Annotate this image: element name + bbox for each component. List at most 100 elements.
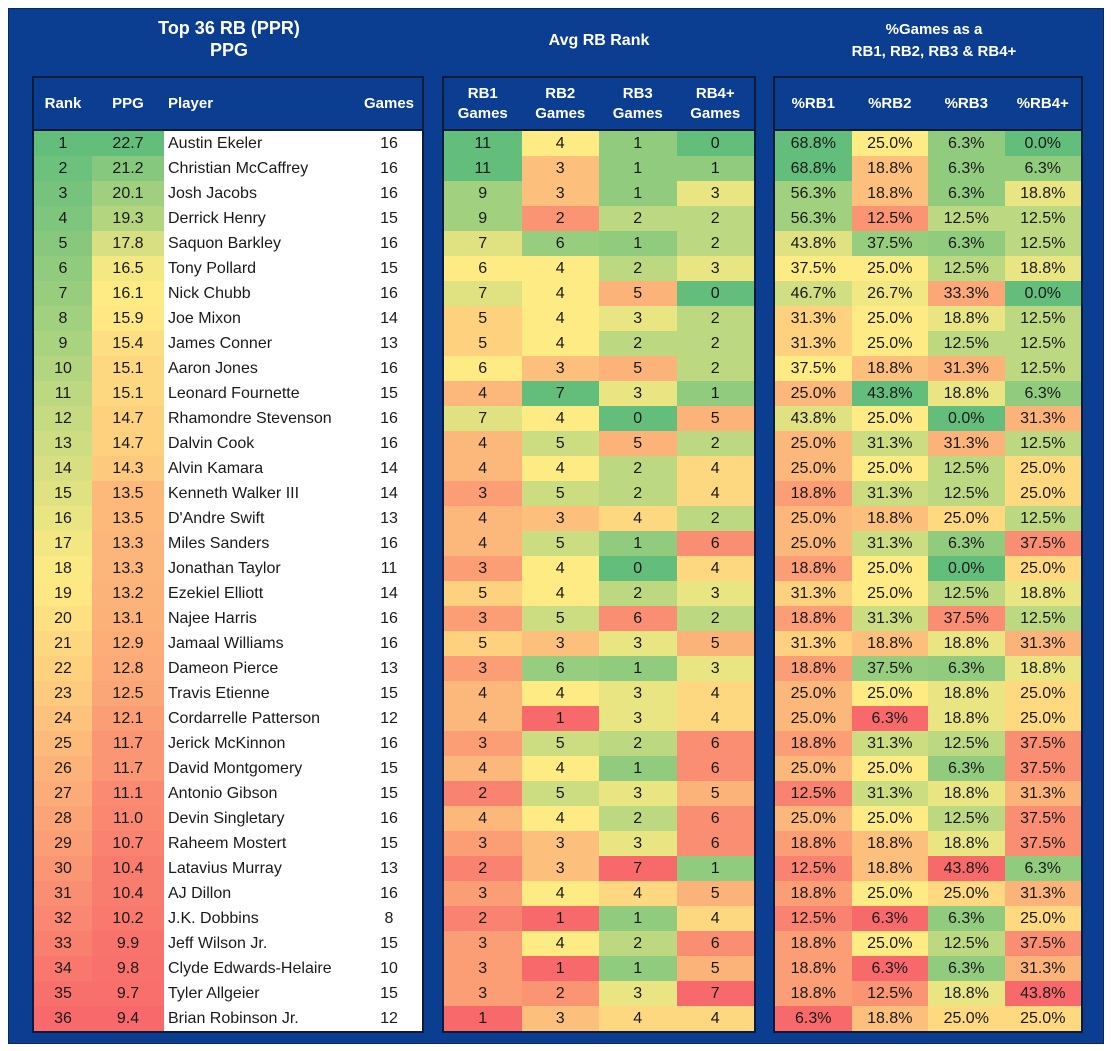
rb3-games-cell: 2 (599, 806, 677, 831)
rb3-games-cell: 2 (599, 456, 677, 481)
player-cell: Ezekiel Elliott (164, 581, 356, 606)
table-row: 43.8% 25.0% 0.0% 31.3% (775, 406, 1081, 431)
rank-cell: 34 (34, 956, 92, 981)
ppg-cell: 15.4 (92, 331, 164, 356)
rb1-games-cell: 7 (444, 281, 522, 306)
col-rb1-games: RB1 Games (444, 78, 522, 131)
player-cell: Clyde Edwards-Helaire (164, 956, 356, 981)
player-cell: Jonathan Taylor (164, 556, 356, 581)
rb3-games-cell: 2 (599, 581, 677, 606)
table-row: 31.3% 25.0% 12.5% 18.8% (775, 581, 1081, 606)
pct-rb3-cell: 18.8% (928, 831, 1005, 856)
rb4-games-cell: 2 (676, 306, 754, 331)
pct-rb1-cell: 68.8% (775, 130, 852, 156)
pct-rb3-cell: 6.3% (928, 906, 1005, 931)
table-row: 43.8% 37.5% 6.3% 12.5% (775, 231, 1081, 256)
table-row: 25.0% 25.0% 6.3% 37.5% (775, 756, 1081, 781)
rank-cell: 18 (34, 556, 92, 581)
table-row: 20 13.1 Najee Harris 16 (34, 606, 422, 631)
pct-rb3-cell: 25.0% (928, 881, 1005, 906)
games-cell: 16 (356, 606, 422, 631)
ppg-cell: 14.3 (92, 456, 164, 481)
rb1-games-cell: 4 (444, 431, 522, 456)
ppg-cell: 16.5 (92, 256, 164, 281)
pct-rb3-cell: 6.3% (928, 181, 1005, 206)
col-rank: Rank (34, 78, 92, 131)
rb3-games-cell: 3 (599, 306, 677, 331)
col-rb2-games: RB2 Games (521, 78, 599, 131)
pct-rb2-cell: 18.8% (851, 156, 928, 181)
rb1-games-cell: 4 (444, 806, 522, 831)
rb1-games-cell: 3 (444, 931, 522, 956)
pct-rb4-cell: 31.3% (1004, 956, 1081, 981)
table-row: 18.8% 31.3% 37.5% 12.5% (775, 606, 1081, 631)
games-cell: 12 (356, 706, 422, 731)
rb4-games-cell: 6 (676, 731, 754, 756)
table-row: 37.5% 25.0% 12.5% 18.8% (775, 256, 1081, 281)
games-cell: 16 (356, 531, 422, 556)
table-row: 18.8% 25.0% 25.0% 31.3% (775, 881, 1081, 906)
table-row: 23 12.5 Travis Etienne 15 (34, 681, 422, 706)
rb2-games-cell: 4 (521, 756, 599, 781)
player-cell: David Montgomery (164, 756, 356, 781)
games-cell: 14 (356, 306, 422, 331)
games-cell: 15 (356, 756, 422, 781)
rb4-games-cell: 6 (676, 756, 754, 781)
player-cell: Jeff Wilson Jr. (164, 931, 356, 956)
rb2-games-cell: 3 (521, 156, 599, 181)
ppg-cell: 9.9 (92, 931, 164, 956)
pct-rb2-cell: 18.8% (851, 506, 928, 531)
games-cell: 15 (356, 781, 422, 806)
pct-rb3-cell: 31.3% (928, 431, 1005, 456)
pct-rb4-cell: 12.5% (1004, 606, 1081, 631)
pct-rb3-cell: 6.3% (928, 156, 1005, 181)
games-cell: 12 (356, 1006, 422, 1031)
rb1-games-cell: 2 (444, 856, 522, 881)
ppg-cell: 22.7 (92, 130, 164, 156)
player-cell: Joe Mixon (164, 306, 356, 331)
pct-rb2-cell: 25.0% (851, 406, 928, 431)
rb2-games-cell: 4 (521, 581, 599, 606)
rank-cell: 36 (34, 1006, 92, 1031)
table-row: 18.8% 25.0% 12.5% 37.5% (775, 931, 1081, 956)
games-cell: 16 (356, 406, 422, 431)
rank-cell: 32 (34, 906, 92, 931)
rank-cell: 4 (34, 206, 92, 231)
rank-cell: 2 (34, 156, 92, 181)
pct-rb2-cell: 37.5% (851, 231, 928, 256)
rank-cell: 23 (34, 681, 92, 706)
ppg-cell: 9.4 (92, 1006, 164, 1031)
pct-rb4-cell: 37.5% (1004, 756, 1081, 781)
ppg-cell: 12.9 (92, 631, 164, 656)
rb2-games-cell: 3 (521, 356, 599, 381)
pct-rb1-cell: 25.0% (775, 431, 852, 456)
rb3-games-cell: 0 (599, 556, 677, 581)
rb1-games-cell: 7 (444, 231, 522, 256)
col-rb4-sub: Games (690, 104, 741, 122)
rb1-games-cell: 3 (444, 956, 522, 981)
pct-rb2-cell: 6.3% (851, 956, 928, 981)
rb1-games-cell: 4 (444, 456, 522, 481)
table-row: 25.0% 25.0% 12.5% 37.5% (775, 806, 1081, 831)
pct-panel: %RB1 %RB2 %RB3 %RB4+ 68.8% 25.0% 6.3% 0.0% 6… (773, 76, 1083, 1033)
table-row: 4 19.3 Derrick Henry 15 (34, 206, 422, 231)
ppg-cell: 10.4 (92, 856, 164, 881)
rb2-games-cell: 4 (521, 881, 599, 906)
table-row: 18 13.3 Jonathan Taylor 11 (34, 556, 422, 581)
player-cell: Najee Harris (164, 606, 356, 631)
pct-rb4-cell: 31.3% (1004, 406, 1081, 431)
pct-rb3-cell: 6.3% (928, 231, 1005, 256)
rb3-games-cell: 1 (599, 231, 677, 256)
rb4-games-cell: 2 (676, 356, 754, 381)
col-rb3-label: RB3 (622, 84, 653, 102)
rb1-games-cell: 3 (444, 556, 522, 581)
pct-rb1-cell: 18.8% (775, 656, 852, 681)
table-row: 33 9.9 Jeff Wilson Jr. 15 (34, 931, 422, 956)
rb4-games-cell: 0 (676, 281, 754, 306)
rank-cell: 9 (34, 331, 92, 356)
rank-cell: 19 (34, 581, 92, 606)
player-cell: James Conner (164, 331, 356, 356)
